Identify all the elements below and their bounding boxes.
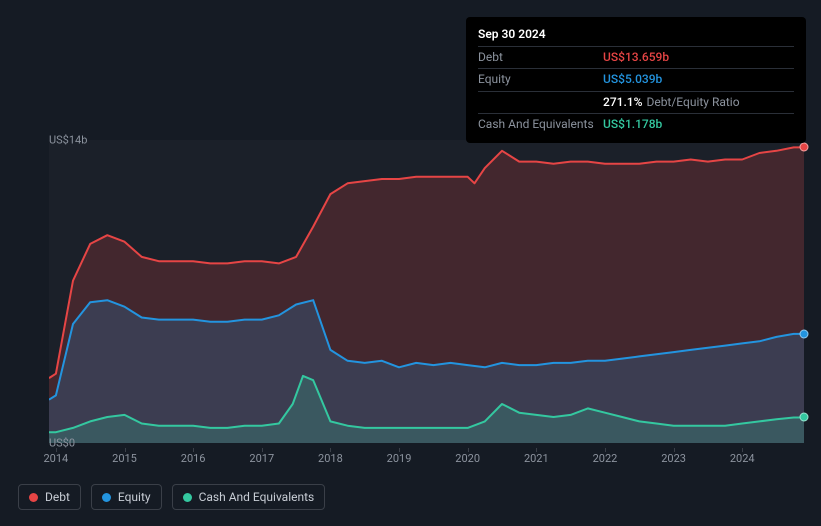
legend-swatch xyxy=(29,493,38,502)
tooltip-row-label: Equity xyxy=(478,70,603,89)
tooltip-row: DebtUS$13.659b xyxy=(478,46,794,68)
x-axis-label: 2020 xyxy=(455,452,480,465)
tooltip-row-value: US$5.039b xyxy=(603,70,662,89)
tooltip-row: Cash And EquivalentsUS$1.178b xyxy=(478,113,794,135)
x-axis-label: 2019 xyxy=(387,452,412,465)
x-axis-label: 2017 xyxy=(249,452,274,465)
x-axis-label: 2018 xyxy=(318,452,343,465)
legend-swatch xyxy=(183,493,192,502)
y-axis-label: US$14b xyxy=(49,134,64,147)
x-axis-label: 2016 xyxy=(181,452,206,465)
tooltip-row-label: Cash And Equivalents xyxy=(478,115,603,134)
legend-item[interactable]: Cash And Equivalents xyxy=(172,484,326,510)
tooltip-date: Sep 30 2024 xyxy=(478,25,794,44)
x-axis-label: 2021 xyxy=(524,452,549,465)
legend-label: Debt xyxy=(45,490,70,504)
legend-label: Equity xyxy=(118,490,151,504)
tooltip-row-value: US$1.178b xyxy=(603,115,662,134)
series-end-marker xyxy=(800,143,809,152)
tooltip-row-value: 271.1% xyxy=(603,93,642,112)
tooltip-row-suffix: Debt/Equity Ratio xyxy=(646,93,739,112)
legend-item[interactable]: Equity xyxy=(91,484,162,510)
x-axis-label: 2014 xyxy=(43,452,68,465)
chart-plot-area[interactable] xyxy=(49,140,804,443)
chart-legend: Debt Equity Cash And Equivalents xyxy=(18,484,325,510)
legend-label: Cash And Equivalents xyxy=(199,490,315,504)
tooltip-row-value: US$13.659b xyxy=(603,48,669,67)
x-axis: 2014201520162017201820192020202120222023… xyxy=(49,448,804,468)
legend-swatch xyxy=(102,493,111,502)
tooltip-row: 271.1%Debt/Equity Ratio xyxy=(478,91,794,113)
tooltip-row: EquityUS$5.039b xyxy=(478,68,794,90)
x-axis-label: 2022 xyxy=(593,452,618,465)
debt-equity-chart: US$0US$14b 20142015201620172018201920202… xyxy=(17,125,804,460)
legend-item[interactable]: Debt xyxy=(18,484,81,510)
tooltip-row-label xyxy=(478,93,603,112)
x-axis-label: 2024 xyxy=(730,452,755,465)
tooltip-row-label: Debt xyxy=(478,48,603,67)
series-end-marker xyxy=(800,329,809,338)
x-axis-label: 2023 xyxy=(661,452,686,465)
series-end-marker xyxy=(800,413,809,422)
chart-tooltip: Sep 30 2024 DebtUS$13.659bEquityUS$5.039… xyxy=(466,17,806,143)
x-axis-label: 2015 xyxy=(112,452,137,465)
